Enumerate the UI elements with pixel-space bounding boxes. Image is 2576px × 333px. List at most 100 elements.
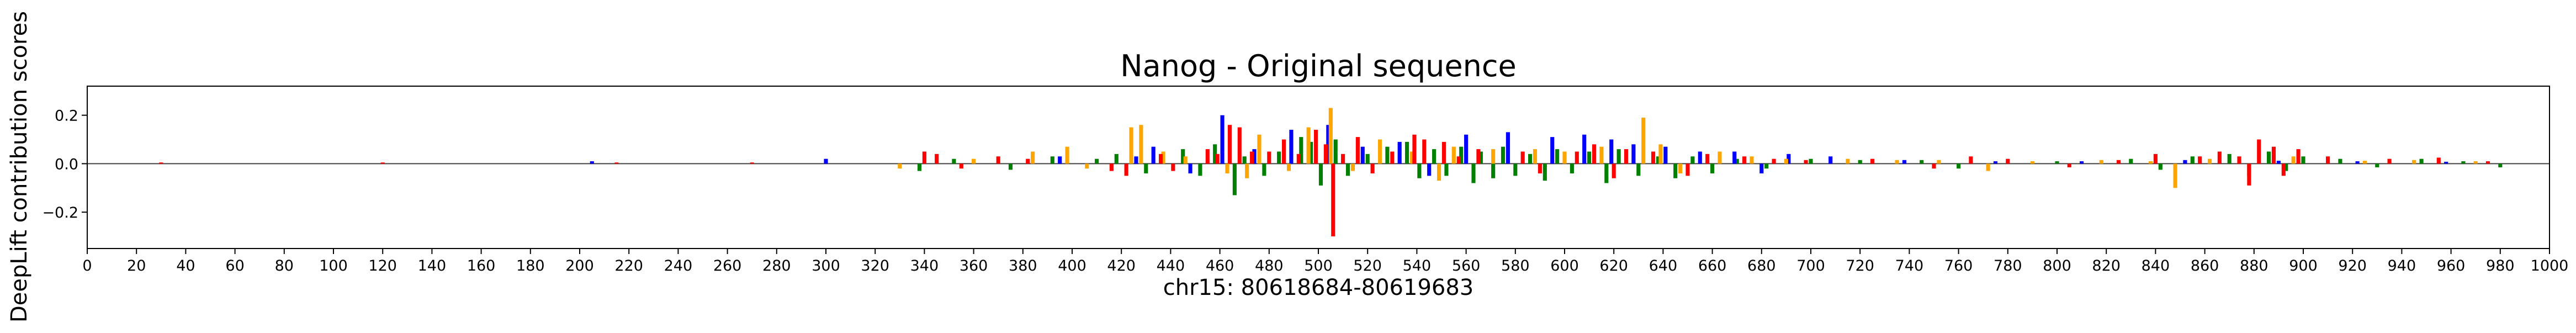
contribution-bar-T [2067,163,2071,167]
contribution-bar-C [2444,161,2448,164]
contribution-bar-T [1705,154,1710,164]
contribution-bar-T [1441,141,1446,164]
contribution-bar-G [1409,151,1414,164]
contribution-bar-C [1220,115,1225,164]
axes-frame [87,86,2550,249]
y-tick-label: −0.2 [42,204,78,221]
contribution-bar-G [1257,134,1262,164]
y-tick-label: 0.0 [55,156,78,173]
contribution-bar-A [2158,163,2162,170]
x-tick-label: 440 [1157,257,1185,274]
contribution-bar-A [1513,163,1518,176]
contribution-bar-C [1631,144,1636,164]
contribution-bar-A [1299,137,1303,164]
plot-area [87,108,2550,237]
contribution-bar-C [1151,146,1156,164]
contribution-bar-A [1309,141,1313,164]
contribution-bar-T [1215,154,1220,164]
contribution-bar-A [1008,163,1013,170]
contribution-bar-A [1764,163,1769,169]
x-tick-label: 260 [713,257,742,274]
contribution-bar-C [1360,146,1365,164]
contribution-bar-G [1129,127,1133,164]
contribution-bar-T [996,156,1000,164]
contribution-bar-G [2473,161,2478,164]
x-tick-label: 300 [812,257,840,274]
contribution-bar-T [159,162,163,164]
contribution-bar-A [1735,158,1739,164]
contribution-bar-T [1267,151,1271,164]
contribution-bar-T [1422,139,1427,164]
contribution-bar-T [1370,163,1375,173]
contribution-bar-A [1528,154,1533,164]
contribution-bar-T [2326,156,2330,164]
x-tick-label: 520 [1353,257,1382,274]
contribution-bar-A [1459,146,1464,164]
contribution-bar-A [2190,156,2195,164]
contribution-bar-T [1313,129,1318,164]
x-tick-label: 380 [1009,257,1037,274]
x-tick-label: 320 [861,257,889,274]
contribution-bar-T [1520,151,1525,164]
contribution-bar-G [2362,161,2367,164]
contribution-bar-A [1095,158,1099,164]
contribution-bar-G [2030,161,2034,164]
contribution-bar-A [1114,154,1119,164]
contribution-bar-G [1350,163,1355,171]
contribution-bar-T [2198,156,2202,164]
contribution-bar-G [1491,149,1496,164]
contribution-bar-A [1417,163,1422,178]
contribution-bar-A [1365,154,1370,164]
x-tick-label: 980 [2486,257,2515,274]
x-tick-label: 760 [1944,257,1973,274]
x-tick-label: 860 [2191,257,2219,274]
contribution-bar-C [1828,156,1833,164]
contribution-bar-A [1809,158,1813,164]
contribution-bar-T [959,163,963,169]
contribution-bar-T [1026,158,1030,164]
contribution-bar-T [2006,158,2010,164]
contribution-bar-A [1604,163,1609,183]
x-tick-label: 20 [127,257,146,274]
contribution-bar-T [1158,154,1163,164]
contribution-bar-A [2284,163,2288,171]
contribution-bar-T [1932,163,1936,169]
x-tick-label: 720 [1846,257,1874,274]
y-tick-label: 0.2 [55,108,78,125]
contribution-bar-T [1772,158,1776,164]
contribution-bar-G [1377,139,1382,164]
contribution-bar-G [1937,160,1941,164]
contribution-bar-C [1464,134,1469,164]
contribution-bar-T [1109,163,1114,171]
contribution-bar-T [1456,156,1461,164]
x-tick-label: 420 [1107,257,1136,274]
contribution-bar-A [1501,146,1506,164]
contribution-bar-G [1846,158,1850,164]
contribution-bar-T [1341,154,1345,164]
contribution-bar-C [1397,141,1402,164]
x-tick-label: 920 [2338,257,2367,274]
contribution-bar-T [1390,151,1395,164]
x-tick-label: 500 [1304,257,1333,274]
contribution-bar-T [1237,127,1242,164]
contribution-bar-C [1759,163,1764,173]
contribution-bar-T [1742,156,1747,164]
contribution-bar-G [1533,149,1538,164]
contribution-bar-A [1690,156,1695,164]
x-axis-label: chr15: 80618684-80619683 [1163,275,1474,300]
contribution-bar-T [1612,163,1616,178]
x-tick-label: 820 [2092,257,2121,274]
x-tick-label: 100 [319,257,348,274]
contribution-bar-G [2207,158,2212,164]
contribution-bar-G [2173,163,2177,188]
contribution-bar-G [1562,151,1567,164]
contribution-bar-A [1277,151,1281,164]
contribution-bar-C [824,158,828,164]
contribution-bar-A [1636,163,1641,176]
contribution-bar-A [917,163,922,171]
contribution-bar-C [2080,161,2084,164]
contribution-bar-C [1188,163,1192,173]
x-tick-label: 1000 [2531,257,2569,274]
contribution-bar-G [2291,156,2296,164]
contribution-bar-G [1658,144,1663,164]
